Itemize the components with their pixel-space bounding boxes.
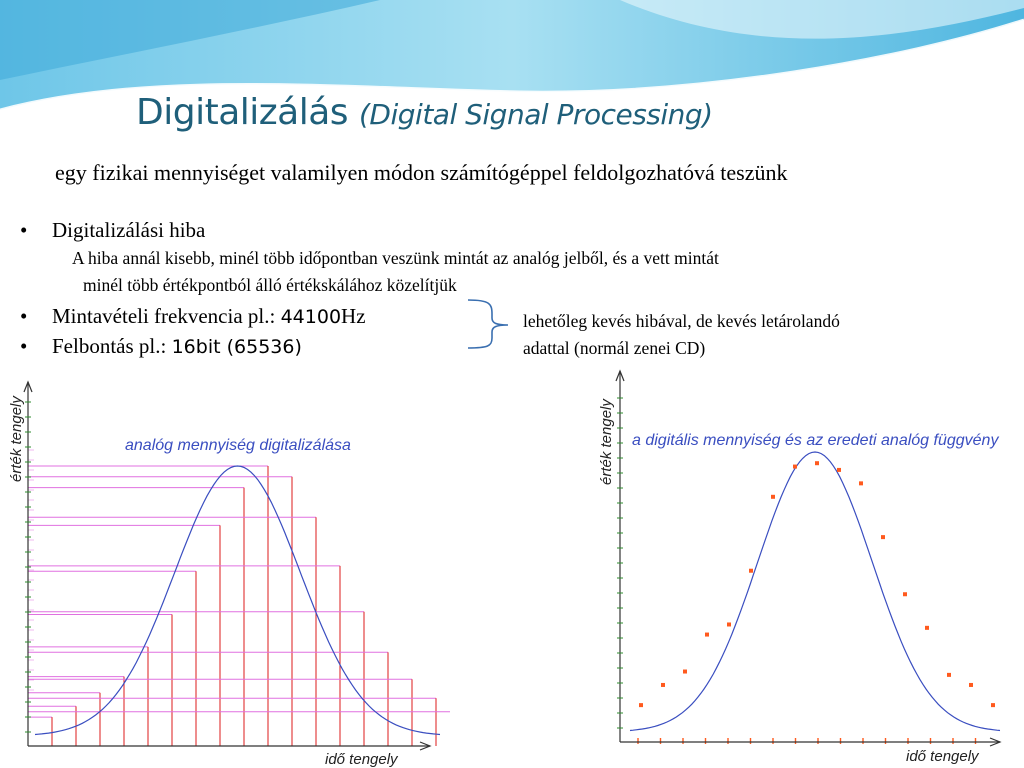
sample-point [991, 703, 995, 708]
x-axis-arrow-icon [419, 741, 432, 751]
bullet-label: Digitalizálási hiba [52, 218, 206, 242]
sample-point [859, 481, 863, 486]
y-axis-arrow-icon [23, 380, 33, 393]
sample-point [661, 682, 665, 687]
bullet-marker: • [20, 334, 28, 358]
sampling-text: Mintavételi frekvencia pl.: [52, 304, 281, 328]
sample-point [705, 632, 709, 637]
analog-curve [629, 451, 1001, 732]
curly-brace-icon [467, 299, 509, 349]
sampling-value: 44100 [280, 306, 342, 328]
resolution-text: Felbontás pl.: [52, 334, 172, 358]
sample-point [771, 494, 775, 499]
title-main: Digitalizálás [136, 92, 349, 133]
slide-title: Digitalizálás (Digital Signal Processing… [136, 92, 713, 133]
sample-point [969, 682, 973, 687]
title-subtitle: Digital Signal Processing) [369, 98, 713, 131]
sampling-unit: Hz [341, 304, 366, 328]
chart-digital-vs-analog: a digitális mennyiség és az eredeti anal… [598, 369, 1002, 765]
bullet-marker: • [20, 218, 28, 242]
x-axis-label: idő tengely [906, 748, 980, 765]
bullet-resolution: • Felbontás pl.: 16bit (65536) [20, 334, 302, 359]
x-axis-arrow-icon [989, 737, 1002, 747]
chart-title: a digitális mennyiség és az eredeti anal… [632, 432, 999, 449]
chart-analog-digitalization: analóg mennyiség digitalizálása idő tenge… [8, 380, 450, 768]
sample-point [727, 622, 731, 627]
bullet-sampling-frequency: • Mintavételi frekvencia pl.: 44100Hz [20, 304, 366, 329]
y-axis-label: érték tengely [8, 395, 25, 482]
slide-subtitle: egy fizikai mennyiséget valamilyen módon… [55, 160, 788, 185]
y-axis-label: érték tengely [598, 398, 615, 485]
bullet-digitalization-error: • Digitalizálási hiba [20, 218, 206, 243]
sample-point [947, 672, 951, 677]
y-axis-arrow-icon [615, 369, 625, 382]
sample-point [903, 592, 907, 597]
sample-point [793, 464, 797, 469]
detail-line-1: A hiba annál kisebb, minél több időpontb… [72, 248, 719, 268]
detail-line-2: minél több értékpontból álló értékskáláh… [83, 275, 457, 295]
analog-curve [34, 465, 441, 736]
sample-point [683, 669, 687, 674]
sample-point [925, 625, 929, 630]
x-axis-label: idő tengely [325, 751, 399, 768]
sample-point [815, 461, 819, 466]
resolution-value: 16bit (65536) [171, 336, 302, 358]
sample-point [749, 568, 753, 573]
sample-point [639, 703, 643, 708]
title-paren-open: ( [358, 98, 370, 131]
sample-point [837, 467, 841, 472]
note-line-1: lehetőleg kevés hibával, de kevés letáro… [523, 311, 840, 331]
chart-title: analóg mennyiség digitalizálása [125, 437, 351, 454]
note-line-2: adattal (normál zenei CD) [523, 338, 706, 358]
sample-point [881, 535, 885, 540]
bullet-marker: • [20, 304, 28, 328]
